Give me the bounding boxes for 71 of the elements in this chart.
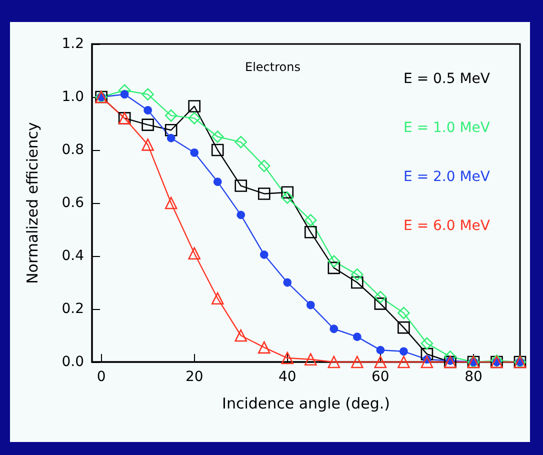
point <box>281 186 294 199</box>
point <box>328 356 340 368</box>
point <box>142 118 154 131</box>
point <box>260 250 268 259</box>
point <box>188 100 200 112</box>
text: E = 0.5 MeV <box>404 71 490 87</box>
point <box>351 268 364 281</box>
text: E = 2.0 MeV <box>404 169 490 185</box>
point <box>213 178 222 186</box>
point <box>374 290 387 304</box>
point <box>144 106 152 114</box>
point <box>304 214 317 226</box>
x-tick-label: 60 <box>372 369 390 385</box>
point <box>374 356 387 368</box>
point <box>351 276 364 289</box>
point <box>234 329 248 342</box>
point <box>420 356 434 368</box>
point <box>398 306 410 320</box>
y-tick-label: 0.8 <box>62 142 84 158</box>
point <box>188 247 200 260</box>
text: E = 6.0 MeV <box>404 218 490 234</box>
point <box>328 262 340 274</box>
point <box>258 188 270 200</box>
y-tick-label: 0.4 <box>62 248 84 264</box>
text: Electrons <box>245 60 300 74</box>
point <box>164 124 178 136</box>
point <box>258 160 270 172</box>
y-tick-label: 1.2 <box>62 36 84 52</box>
point <box>353 332 362 341</box>
y-axis-title: Normalized efficiency <box>24 122 42 284</box>
point <box>328 255 340 268</box>
y-tick-label: 0.6 <box>62 195 84 211</box>
point <box>120 90 129 98</box>
point <box>304 226 317 238</box>
point <box>166 134 176 142</box>
point <box>234 136 248 148</box>
point <box>164 109 178 122</box>
point <box>398 356 410 368</box>
text: E = 1.0 MeV <box>404 120 490 136</box>
point <box>142 88 154 100</box>
point <box>188 112 200 124</box>
point <box>211 130 224 143</box>
point <box>283 278 292 287</box>
y-tick-label: 0.2 <box>62 301 84 317</box>
y-tick-label: 0.0 <box>62 354 84 370</box>
point <box>420 337 434 350</box>
x-tick-label: 0 <box>96 369 106 385</box>
point <box>211 144 224 156</box>
x-tick-label: 20 <box>185 369 204 385</box>
x-tick-label: 40 <box>278 369 296 385</box>
point <box>190 148 198 157</box>
point <box>374 298 387 310</box>
point <box>281 192 294 204</box>
x-tick-label: 80 <box>464 369 482 385</box>
point <box>306 300 315 310</box>
x-axis-title: Incidence angle (deg.) <box>222 394 390 412</box>
point <box>258 341 270 354</box>
point <box>142 138 154 151</box>
point <box>376 346 385 354</box>
point <box>420 348 434 360</box>
point <box>398 321 410 334</box>
point <box>211 292 224 305</box>
point <box>304 353 317 366</box>
y-tick-label: 1.0 <box>62 89 84 105</box>
point <box>236 210 246 220</box>
point <box>351 356 364 368</box>
point <box>281 352 294 364</box>
point <box>400 347 408 356</box>
point <box>164 196 178 210</box>
point <box>330 324 338 334</box>
point <box>234 180 248 192</box>
